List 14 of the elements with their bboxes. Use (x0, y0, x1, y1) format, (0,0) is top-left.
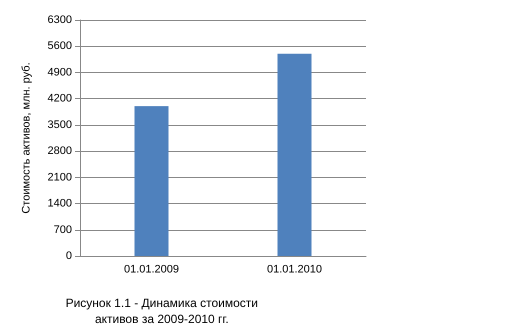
y-tick-label: 2100 (48, 171, 72, 184)
y-tick-label: 5600 (48, 40, 72, 52)
y-tick-label: 4200 (48, 92, 72, 105)
y-tick-label: 0 (66, 250, 72, 262)
y-tick-label: 4900 (48, 66, 72, 78)
y-tick-label: 700 (54, 224, 72, 236)
y-tick-label: 1400 (48, 198, 72, 210)
text: Рисунок 1.1 - Динамика стоимости активов за 2009-2010 гг. (66, 296, 258, 326)
y-tick-label: 2800 (48, 145, 72, 158)
y-tick-label: 3500 (48, 118, 72, 131)
y-axis-title: Стоимость активов, млн. руб. (20, 62, 32, 214)
x-tick-label: 01.01.2009 (124, 264, 180, 276)
y-tick-label: 6300 (48, 14, 72, 26)
x-tick-label: 01.01.2010 (266, 264, 322, 276)
